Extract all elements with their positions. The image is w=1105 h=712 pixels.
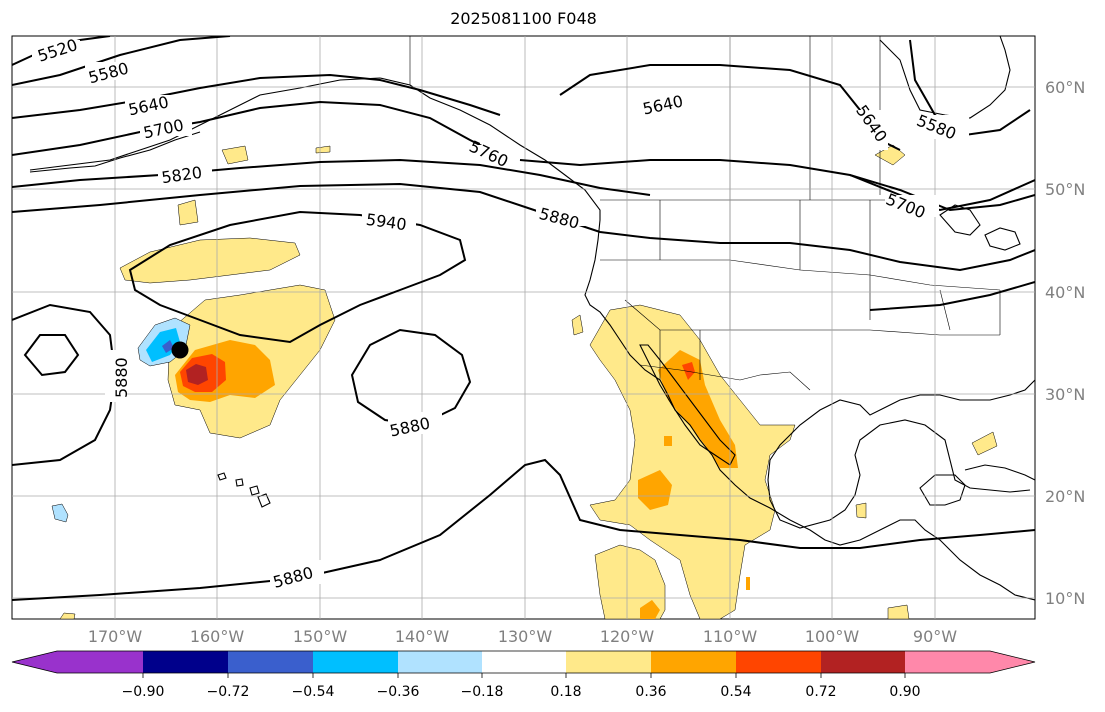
colorbar-tick-label: −0.90 xyxy=(122,684,165,700)
colorbar-outline xyxy=(11,650,1036,674)
latitude-labels: 60°N 50°N 40°N 30°N 20°N 10°N xyxy=(1045,78,1085,608)
lon-label-120w: 120°W xyxy=(600,627,655,646)
contour-labels: 5520 5580 5640 5700 5820 5940 5880 5760 … xyxy=(32,35,969,592)
contour-5880-north xyxy=(12,182,1035,272)
colorbar-swatch-5 xyxy=(482,651,566,673)
colorbar: −0.90 −0.72 −0.54 −0.36 −0.18 0.18 0.36 … xyxy=(11,650,1036,700)
shade-orange-small xyxy=(746,577,750,590)
contour-5940 xyxy=(128,210,467,344)
lon-label-170w: 170°W xyxy=(88,627,143,646)
lon-label-140w: 140°W xyxy=(395,627,450,646)
colorbar-swatch-2 xyxy=(228,651,313,673)
colorbar-tick-label: −0.18 xyxy=(461,684,504,700)
contour-5880-central xyxy=(350,328,472,427)
colorbar-tick-label: −0.36 xyxy=(377,684,420,700)
colorbar-swatch-1 xyxy=(143,651,228,673)
lat-label-30n: 30°N xyxy=(1045,385,1085,404)
lon-label-130w: 130°W xyxy=(498,627,553,646)
colorbar-tick-label: −0.54 xyxy=(292,684,335,700)
colorbar-tick-label: 0.18 xyxy=(550,684,581,700)
shade-patch-sw-pacific xyxy=(59,612,76,619)
colorbar-swatch-4 xyxy=(398,651,482,673)
lon-label-160w: 160°W xyxy=(190,627,245,646)
lat-label-10n: 10°N xyxy=(1045,589,1085,608)
lat-label-40n: 40°N xyxy=(1045,283,1085,302)
shade-orange-mexico-2 xyxy=(638,470,672,510)
contour-5760 xyxy=(519,159,1035,212)
colorbar-swatch-9 xyxy=(821,651,905,673)
coastlines xyxy=(29,36,1035,601)
lat-label-20n: 20°N xyxy=(1045,487,1085,506)
shade-patch-southwest xyxy=(571,314,584,336)
colorbar-swatch-0 xyxy=(12,651,143,673)
lat-label-60n: 60°N xyxy=(1045,78,1085,97)
shade-patch-caribbean xyxy=(855,502,867,519)
lon-label-110w: 110°W xyxy=(703,627,758,646)
lat-label-50n: 50°N xyxy=(1045,180,1085,199)
map-title: 2025081100 F048 xyxy=(450,9,597,28)
contour-5880-small-west xyxy=(23,334,80,377)
colorbar-tick-label: 0.90 xyxy=(889,684,920,700)
colorbar-swatch-7 xyxy=(651,651,736,673)
contour-5700-west xyxy=(12,100,501,156)
colorbar-tick-label: 0.54 xyxy=(720,684,751,700)
contour-label-5880-west: 5880 xyxy=(112,357,131,398)
colorbar-swatch-3 xyxy=(313,651,398,673)
shade-blue-hurricane xyxy=(146,328,180,362)
longitude-labels: 170°W 160°W 150°W 140°W 130°W 120°W 110°… xyxy=(88,627,957,646)
colorbar-tick-label: 0.36 xyxy=(635,684,666,700)
shade-patch-eastpac xyxy=(594,544,666,619)
shade-darkred-hurricane xyxy=(186,364,208,385)
colorbar-tick-label: −0.72 xyxy=(207,684,250,700)
lon-label-150w: 150°W xyxy=(293,627,348,646)
colorbar-swatch-10 xyxy=(905,651,1035,673)
contour-5640-west xyxy=(12,73,501,119)
colorbar-tick-label: 0.72 xyxy=(805,684,836,700)
shade-patch-small-1 xyxy=(221,145,249,165)
storm-center-marker xyxy=(171,341,189,359)
colorbar-swatch-6 xyxy=(566,651,651,673)
contour-5580 xyxy=(12,36,231,86)
shade-patch-small-3 xyxy=(315,145,331,154)
colorbar-swatch-8 xyxy=(736,651,821,673)
shade-patch-central-america xyxy=(887,604,910,619)
shade-orange-small-2 xyxy=(664,436,672,446)
shade-purple-hurricane xyxy=(162,340,174,353)
shade-orange-mexico-1 xyxy=(658,350,738,468)
shade-red-mexico xyxy=(682,362,695,380)
shade-orange-eastpac xyxy=(640,600,660,619)
lon-label-90w: 90°W xyxy=(913,627,957,646)
shade-patch-small-2 xyxy=(177,199,199,226)
shade-blue-west xyxy=(51,503,69,523)
height-contours xyxy=(12,36,1035,601)
graticule xyxy=(12,36,1035,619)
contour-5700-east xyxy=(849,174,1035,212)
contour-5820 xyxy=(12,158,651,196)
lon-label-100w: 100°W xyxy=(805,627,860,646)
contour-5880-east xyxy=(869,281,1035,311)
shade-patch-gulf xyxy=(971,431,998,456)
